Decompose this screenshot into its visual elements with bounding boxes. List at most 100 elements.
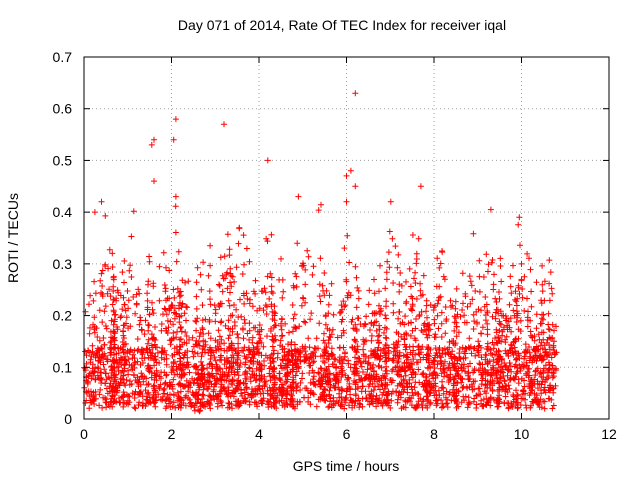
data-point — [497, 255, 504, 262]
data-point — [304, 247, 311, 254]
data-point — [223, 365, 230, 372]
data-point — [307, 354, 314, 361]
data-point — [145, 327, 152, 334]
data-point — [470, 326, 477, 332]
data-point — [145, 278, 152, 285]
data-point — [224, 231, 231, 238]
data-point — [439, 404, 445, 411]
data-point — [451, 327, 458, 334]
data-point — [522, 396, 528, 403]
data-point — [246, 327, 253, 334]
data-point — [484, 309, 491, 316]
data-point — [218, 318, 225, 325]
data-point — [225, 393, 232, 400]
data-point — [190, 353, 197, 360]
data-point — [189, 334, 196, 341]
data-point — [302, 281, 309, 288]
data-point — [202, 316, 209, 323]
data-point — [496, 386, 503, 393]
data-point — [96, 402, 103, 409]
data-point — [114, 324, 120, 330]
data-point — [521, 273, 528, 280]
data-point — [159, 393, 166, 400]
data-point — [512, 373, 519, 380]
data-point — [219, 402, 226, 409]
data-point — [144, 340, 151, 347]
data-point — [176, 319, 183, 326]
data-point — [484, 331, 491, 338]
data-point — [108, 338, 115, 345]
data-point — [345, 360, 352, 367]
data-point — [103, 325, 110, 332]
data-point — [206, 401, 213, 408]
data-point — [355, 355, 362, 362]
data-point — [432, 352, 439, 359]
data-point — [221, 376, 228, 383]
data-point — [390, 300, 397, 307]
data-point — [193, 305, 200, 312]
data-point — [353, 304, 360, 311]
data-point — [437, 357, 444, 364]
data-point — [124, 350, 131, 357]
data-point — [241, 353, 248, 360]
data-point — [550, 370, 557, 377]
data-point — [325, 301, 332, 308]
data-point — [377, 262, 383, 269]
data-point — [131, 365, 138, 371]
data-point — [194, 264, 201, 271]
data-point — [166, 267, 173, 274]
data-point — [416, 313, 423, 320]
data-point — [514, 391, 521, 398]
data-point — [536, 381, 543, 388]
data-point — [482, 294, 489, 300]
data-point — [241, 389, 248, 396]
data-point — [327, 395, 334, 402]
data-point — [517, 242, 523, 249]
data-point — [407, 366, 414, 373]
data-point — [264, 390, 271, 397]
data-point — [146, 346, 153, 353]
data-point — [376, 332, 383, 339]
data-point — [529, 359, 536, 366]
data-point — [352, 381, 359, 388]
data-point — [533, 279, 540, 286]
data-point — [332, 400, 339, 407]
x-tick-label: 6 — [343, 426, 351, 442]
data-point — [422, 402, 429, 409]
data-point — [305, 360, 312, 367]
data-point — [217, 300, 224, 307]
data-point — [517, 328, 524, 335]
data-point — [107, 293, 114, 300]
data-point — [235, 340, 242, 347]
data-point — [430, 387, 437, 394]
data-point — [401, 377, 408, 384]
data-point — [207, 301, 214, 308]
data-point — [513, 308, 520, 315]
data-point — [257, 335, 264, 342]
data-point — [412, 337, 419, 344]
data-point — [337, 402, 344, 409]
data-point — [482, 356, 489, 363]
data-point — [339, 360, 346, 367]
data-point — [551, 327, 557, 334]
data-point — [158, 369, 165, 376]
data-point — [415, 366, 422, 373]
data-point — [226, 252, 233, 259]
data-point — [252, 290, 259, 297]
data-point — [527, 355, 534, 362]
data-point — [444, 404, 451, 411]
data-point — [278, 315, 285, 322]
data-point — [310, 391, 317, 398]
data-point — [518, 260, 525, 267]
data-point — [401, 336, 408, 343]
data-point — [138, 349, 144, 356]
data-point — [243, 384, 250, 391]
data-point — [136, 321, 143, 328]
data-point — [247, 296, 253, 303]
data-point — [197, 329, 204, 336]
data-point — [106, 286, 113, 293]
data-point — [137, 361, 144, 368]
data-point — [200, 259, 207, 266]
data-point — [435, 297, 442, 304]
data-point — [126, 267, 133, 274]
